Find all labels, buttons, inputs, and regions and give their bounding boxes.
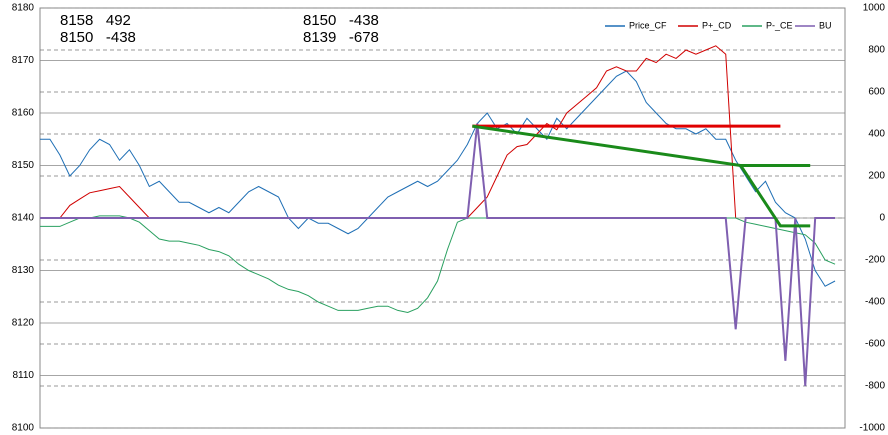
y2-tick-label: -800 [865, 381, 885, 392]
y2-tick-label: -400 [865, 297, 885, 308]
y2-tick-label: 1000 [863, 3, 886, 14]
y2-tick-label: 800 [868, 45, 885, 56]
series-line [40, 123, 836, 387]
y2-tick-label: -600 [865, 339, 885, 350]
y-tick-label: 8100 [12, 423, 35, 434]
legend-label: P+_CD [702, 20, 732, 30]
y-tick-label: 8150 [12, 160, 35, 171]
y2-tick-label: -200 [865, 255, 885, 266]
annotation: 8158 492 [60, 12, 131, 29]
legend-label: Price_CF [629, 20, 667, 30]
y-tick-label: 8110 [12, 370, 34, 381]
y-tick-label: 8180 [12, 3, 35, 14]
annotation: 8150 -438 [60, 29, 136, 46]
legend-label: BU [819, 20, 832, 30]
y-tick-label: 8140 [12, 213, 35, 224]
y-tick-label: 8170 [12, 55, 35, 66]
y-tick-label: 8120 [12, 318, 35, 329]
y2-tick-label: -1000 [859, 423, 885, 434]
series-line [40, 70, 836, 287]
y-tick-label: 8130 [12, 265, 35, 276]
y2-tick-label: 0 [879, 213, 885, 224]
y2-tick-label: 600 [868, 87, 885, 98]
annotation: 8150 -438 [303, 12, 379, 29]
annotation: 8139 -678 [303, 29, 379, 46]
y2-tick-label: 400 [868, 129, 885, 140]
y-tick-label: 8160 [12, 108, 35, 119]
overlay-line [472, 124, 811, 228]
y2-tick-label: 200 [868, 171, 885, 182]
legend-label: P-_CE [766, 20, 793, 30]
